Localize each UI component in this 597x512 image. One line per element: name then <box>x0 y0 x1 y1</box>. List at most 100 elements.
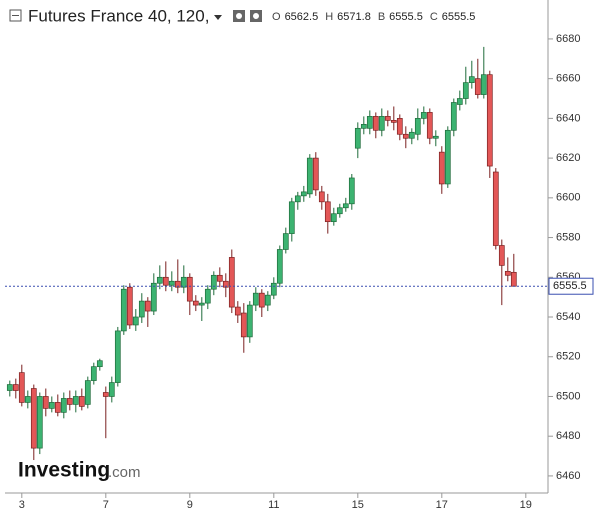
candle-body <box>66 398 73 405</box>
candle-body <box>414 118 421 135</box>
candle-body <box>474 78 481 95</box>
candle-body <box>96 360 103 368</box>
candle-body <box>30 388 37 449</box>
x-tick-label: 9 <box>187 499 193 511</box>
last-price-box <box>548 277 594 295</box>
logo-suffix: .com <box>108 464 141 481</box>
candle-body <box>378 116 385 131</box>
x-tick-label: 17 <box>436 499 448 511</box>
candle-body <box>438 151 445 185</box>
candle-body <box>330 213 337 223</box>
ohlc-value: 6571.8 <box>337 11 371 23</box>
candle-body <box>12 384 19 391</box>
candle-body <box>114 330 121 383</box>
candle-body <box>264 294 271 306</box>
candle-body <box>288 201 295 234</box>
candle-body <box>282 233 289 250</box>
candle-body <box>294 195 301 203</box>
candle-body <box>240 312 247 338</box>
y-tick-label: 6660 <box>556 73 580 85</box>
candle-body <box>24 396 31 403</box>
candle-body <box>156 276 163 284</box>
candle-body <box>354 127 361 149</box>
candle-body <box>492 171 499 246</box>
candle-body <box>426 112 433 139</box>
y-tick-label: 6500 <box>556 390 580 402</box>
candle-body <box>108 382 115 397</box>
candle-body <box>228 257 235 308</box>
candle-body <box>318 191 325 203</box>
dropdown-caret[interactable] <box>214 15 222 20</box>
candle-body <box>150 282 157 312</box>
candle-body <box>48 402 55 409</box>
candle-body <box>42 396 49 409</box>
candle-body <box>144 300 151 312</box>
y-tick-label: 6480 <box>556 430 580 442</box>
candle-body <box>366 116 373 129</box>
candle-body <box>276 249 283 284</box>
candle-body <box>6 384 13 391</box>
candle-body <box>174 280 181 288</box>
candle-body <box>84 380 91 405</box>
candle-body <box>36 396 43 449</box>
y-tick-label: 6600 <box>556 192 580 204</box>
y-tick-label: 6620 <box>556 152 580 164</box>
candle-body <box>72 396 79 405</box>
candle-body <box>402 133 409 139</box>
candle-body <box>408 131 415 139</box>
candle-body <box>456 98 463 105</box>
y-tick-label: 6540 <box>556 311 580 323</box>
candle-body <box>102 392 109 397</box>
candle-body <box>192 300 199 306</box>
candle-body <box>372 116 379 131</box>
candle-body <box>162 276 169 286</box>
candle-body <box>120 288 127 332</box>
ohlc-key: H <box>325 11 333 23</box>
candle-body <box>312 157 319 191</box>
candle-body <box>252 292 259 306</box>
candle-body <box>420 112 427 119</box>
candle-body <box>390 120 397 123</box>
x-tick-label: 15 <box>352 499 364 511</box>
candle-body <box>324 201 331 223</box>
candle-body <box>384 116 391 121</box>
x-tick-label: 19 <box>520 499 532 511</box>
candle-body <box>258 292 265 308</box>
candle-body <box>348 177 355 205</box>
candle-body <box>204 288 211 304</box>
candle-body <box>60 398 67 413</box>
ohlc-key: C <box>430 11 438 23</box>
logo-name: Investing <box>18 459 110 482</box>
candle-body <box>504 270 511 276</box>
candle-body <box>450 102 457 131</box>
candle-body <box>432 135 439 139</box>
ohlc-value: 6562.5 <box>285 11 319 23</box>
eye-icon-pupil <box>236 13 242 19</box>
candle-body <box>216 274 223 282</box>
candle-body <box>270 282 277 296</box>
candle-body <box>126 286 133 326</box>
candle-body <box>486 74 493 167</box>
candle-body <box>18 372 25 403</box>
candle-body <box>234 306 241 316</box>
candle-body <box>180 276 187 288</box>
candle-body <box>480 74 487 95</box>
candle-body <box>498 245 505 266</box>
candle-body <box>336 207 343 215</box>
candle-body <box>210 274 217 290</box>
candle-body <box>54 402 61 413</box>
y-tick-label: 6680 <box>556 33 580 45</box>
candle-body <box>360 123 367 129</box>
y-tick-label: 6640 <box>556 112 580 124</box>
y-tick-label: 6460 <box>556 470 580 482</box>
chart-title: Futures France 40, 120, <box>28 6 209 25</box>
x-tick-label: 7 <box>103 499 109 511</box>
last-price-label: 6555.5 <box>553 280 587 292</box>
x-tick-label: 3 <box>19 499 25 511</box>
candle-body <box>342 203 349 209</box>
ohlc-value: 6555.5 <box>442 11 476 23</box>
y-tick-label: 6580 <box>556 231 580 243</box>
collapse-icon[interactable] <box>9 9 22 22</box>
ohlc-key: B <box>378 11 385 23</box>
